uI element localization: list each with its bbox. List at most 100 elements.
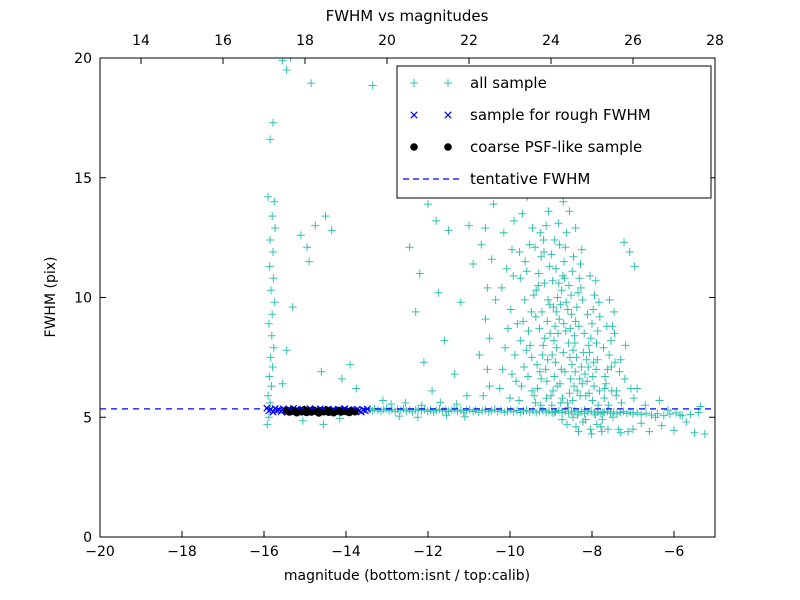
scatter-plus-marker [266, 353, 275, 362]
scatter-plus-marker [419, 358, 428, 367]
scatter-plus-marker [593, 355, 602, 364]
scatter-plus-marker [544, 207, 553, 216]
scatter-plus-marker [499, 228, 508, 237]
scatter-plus-marker [587, 430, 596, 438]
scatter-plus-marker [569, 346, 578, 355]
scatter-plus-marker [573, 410, 582, 419]
scatter-plus-marker [520, 295, 529, 304]
scatter-plus-marker [571, 317, 580, 326]
scatter-plus-marker [577, 363, 586, 371]
scatter-plus-marker [624, 427, 633, 436]
scatter-plus-marker [572, 422, 580, 431]
scatter-plus-marker [641, 401, 650, 410]
scatter-plus-marker [613, 409, 621, 418]
scatter-plus-marker [269, 274, 278, 283]
scatter-plus-marker [647, 411, 656, 420]
scatter-plus-marker [510, 216, 519, 225]
scatter-plus-marker [570, 339, 579, 347]
scatter-plus-marker [568, 396, 577, 405]
scatter-plus-marker [522, 346, 531, 355]
scatter-plus-marker [540, 248, 548, 256]
scatter-plus-marker [544, 295, 553, 304]
scatter-plus-marker [368, 81, 377, 90]
scatter-plus-marker [573, 386, 582, 395]
scatter-plus-marker [554, 329, 562, 338]
scatter-plus-marker [594, 401, 603, 410]
scatter-plus-marker [552, 343, 561, 352]
scatter-plus-marker [567, 407, 576, 416]
scatter-plus-marker [598, 408, 607, 417]
scatter-plus-marker [551, 358, 560, 367]
scatter-plus-marker [593, 327, 602, 335]
x-tick-label-top: 14 [132, 33, 150, 49]
scatter-plus-marker [676, 410, 685, 419]
scatter-plus-marker [617, 398, 626, 407]
scatter-plus-marker [637, 419, 646, 428]
x-tick-label-top: 16 [214, 33, 232, 49]
scatter-plus-marker [597, 422, 605, 431]
scatter-plus-marker [586, 271, 594, 280]
scatter-plus-marker [548, 351, 557, 359]
scatter-plus-marker [534, 281, 543, 290]
scatter-plus-marker [619, 407, 628, 416]
scatter-plus-marker [424, 200, 432, 209]
scatter-plus-marker [519, 363, 528, 371]
scatter-plus-marker [405, 243, 414, 252]
scatter-plus-marker [538, 351, 547, 359]
scatter-plus-marker [266, 135, 275, 144]
scatter-plus-marker [672, 408, 681, 417]
scatter-plus-marker [378, 396, 387, 405]
scatter-plus-marker [581, 370, 589, 379]
scatter-plus-marker [600, 384, 609, 393]
scatter-plus-marker [307, 79, 316, 88]
scatter-plus-marker [268, 212, 277, 221]
scatter-plus-marker [547, 401, 556, 410]
scatter-plus-marker [568, 267, 577, 276]
scatter-plus-marker [602, 322, 611, 331]
scatter-plus-marker [549, 303, 558, 312]
scatter-plus-marker [460, 412, 469, 421]
scatter-plus-marker [522, 406, 531, 415]
legend-label: all sample [470, 74, 547, 92]
scatter-plus-marker [510, 351, 519, 359]
scatter-plus-marker [387, 400, 396, 409]
scatter-plus-marker [622, 409, 631, 418]
y-tick-label: 0 [83, 530, 92, 546]
scatter-plus-marker [530, 391, 539, 400]
scatter-plus-marker [565, 353, 574, 362]
scatter-plus-marker [495, 384, 504, 393]
scatter-plus-marker [508, 370, 516, 379]
scatter-plus-marker [497, 406, 505, 415]
scatter-plus-marker [561, 327, 570, 335]
scatter-plus-marker [575, 274, 584, 283]
scatter-plus-marker [597, 427, 606, 436]
scatter-plus-marker [572, 303, 581, 312]
scatter-plus-marker [337, 374, 346, 383]
scatter-plus-marker [481, 224, 490, 232]
scatter-plus-marker [588, 396, 597, 405]
scatter-plus-marker [528, 224, 537, 232]
scatter-plus-marker [560, 257, 569, 266]
scatter-plus-marker [570, 331, 579, 340]
scatter-plus-marker [559, 348, 568, 357]
scatter-plus-marker [550, 372, 559, 381]
x-tick-label-bottom: −20 [85, 544, 115, 560]
scatter-plus-marker [269, 343, 278, 352]
scatter-plus-marker [590, 291, 599, 300]
scatter-plus-marker [536, 228, 545, 237]
y-axis-label: FWHM (pix) [43, 257, 59, 338]
scatter-plus-marker [298, 416, 307, 425]
scatter-plus-marker [621, 341, 630, 350]
scatter-plus-marker [264, 391, 273, 400]
scatter-plus-marker [556, 398, 565, 407]
scatter-plus-marker [532, 408, 541, 417]
scatter-plus-marker [305, 257, 314, 266]
x-axis-label: magnitude (bottom:isnt / top:calib) [284, 568, 530, 584]
legend-label: sample for rough FWHM [470, 106, 651, 124]
scatter-plus-marker [415, 269, 424, 278]
scatter-plus-marker [475, 351, 484, 359]
scatter-plus-marker [436, 398, 445, 407]
scatter-plus-marker [269, 118, 277, 127]
x-tick-label-bottom: −8 [582, 544, 603, 560]
scatter-plus-marker [442, 411, 451, 420]
